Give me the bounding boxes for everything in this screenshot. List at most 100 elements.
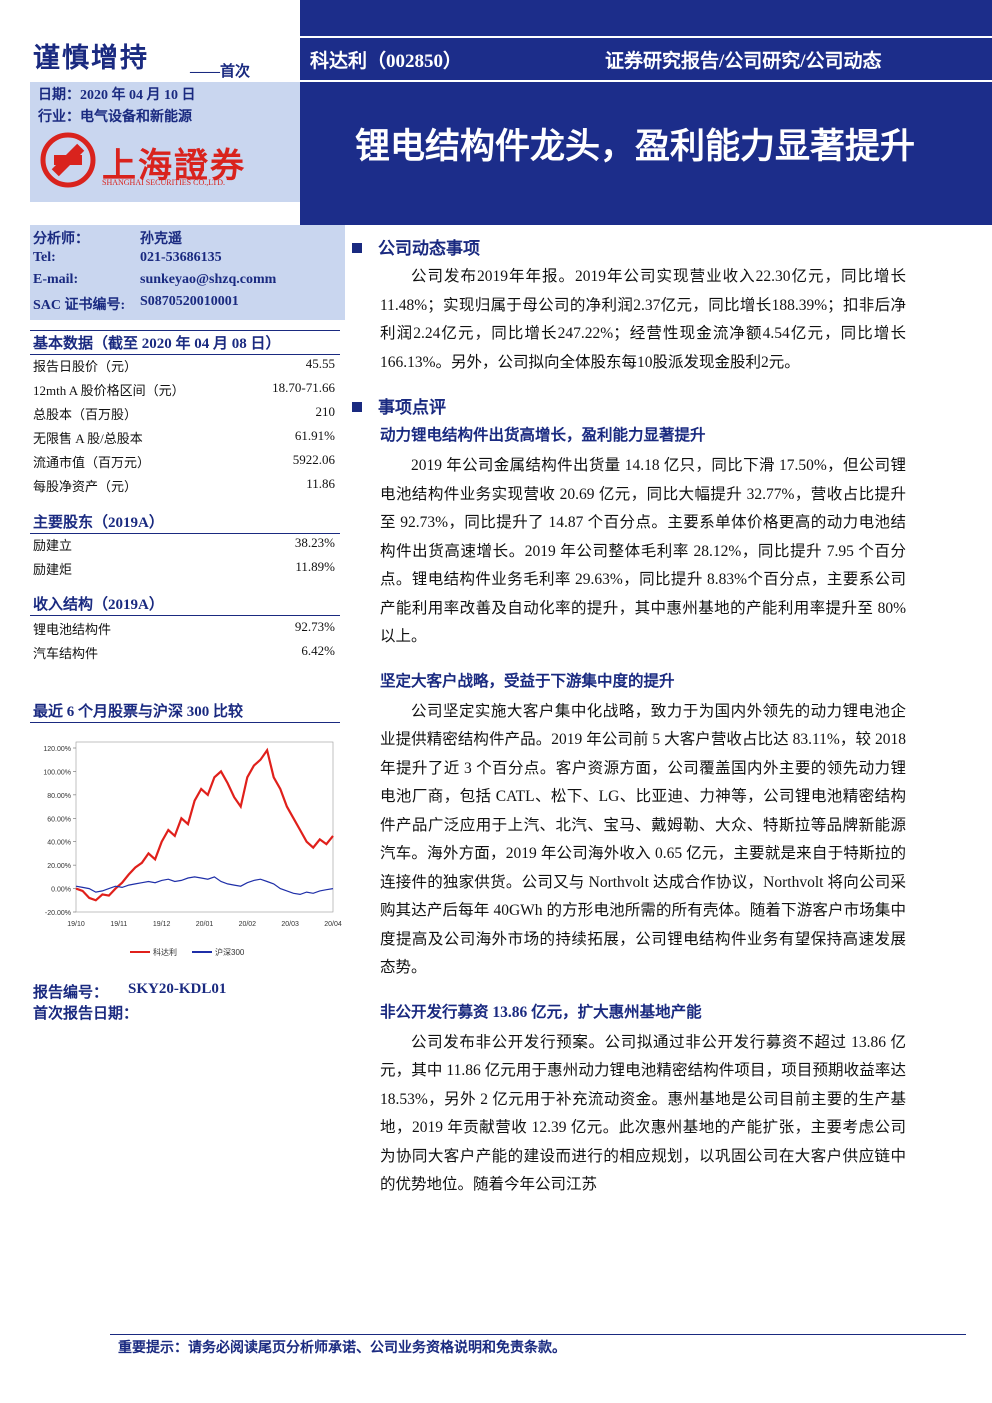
stock-chart: -20.00% 0.00% 20.00% 40.00% 60.00% 80.00% 100.… — [43, 741, 342, 957]
rating: 谨慎增持 — [33, 43, 149, 73]
row-label: 流通市值（百万元） — [33, 455, 151, 470]
analyst-value: 021-53686135 — [140, 250, 222, 265]
row-label: 12mth A 股价格区间（元） — [33, 383, 185, 398]
paragraph: 公司发布非公开发行预案。公司拟通过非公开发行募资不超过 13.86 亿元，其中 … — [380, 1033, 906, 1194]
row-value: 11.89% — [295, 559, 335, 574]
row-value: 18.70-71.66 — [272, 380, 335, 395]
x-tick-label: 19/11 — [110, 921, 127, 928]
stock-name: 科达利（002850） — [310, 51, 463, 72]
shareholders-title: 主要股东（2019A） — [33, 515, 164, 531]
section-heading: 事项点评 — [352, 393, 906, 418]
heading-text: 公司动态事项 — [378, 239, 480, 258]
paragraph: 公司发布2019年年报。2019年公司实现营业收入22.30亿元，同比增长11.… — [380, 268, 906, 371]
report-date: 日期：2020 年 04 月 10 日 — [38, 88, 196, 103]
table-row: 无限售 A 股/总股本 61.91% — [33, 428, 335, 450]
rule — [30, 722, 340, 723]
report-number-label: 报告编号： — [33, 985, 109, 1001]
table-row: 锂电池结构件 92.73% — [33, 619, 335, 641]
band-rule — [300, 80, 992, 82]
y-tick-label: 120.00% — [43, 746, 71, 753]
row-value: 11.86 — [306, 476, 335, 491]
chart-title: 最近 6 个月股票与沪深 300 比较 — [33, 704, 244, 720]
table-row: 报告日股价（元） 45.55 — [33, 356, 335, 378]
x-tick-label: 20/03 — [281, 921, 299, 928]
x-tick-label: 20/01 — [196, 921, 214, 928]
heading-marker — [352, 402, 362, 412]
row-label: 报告日股价（元） — [33, 359, 138, 374]
series-line — [75, 747, 334, 902]
rule — [30, 330, 340, 331]
row-value: 210 — [315, 404, 336, 419]
footer-note: 重要提示：请务必阅读尾页分析师承诺、公司业务资格说明和免责条款。 — [118, 1341, 566, 1356]
rule — [30, 354, 340, 355]
revenue-title: 收入结构（2019A） — [33, 597, 164, 613]
report-type: 证券研究报告/公司研究/公司动态 — [605, 51, 882, 72]
row-label: 励建立 — [33, 538, 73, 553]
analyst-value: S0870520010001 — [140, 294, 239, 309]
table-row: 励建立 38.23% — [33, 535, 335, 557]
x-tick-label: 19/10 — [67, 921, 85, 928]
report-title: 锂电结构件龙头，盈利能力显著提升 — [355, 127, 916, 166]
industry: 行业：电气设备和新能源 — [38, 110, 192, 125]
rule — [30, 533, 340, 534]
plot-frame — [75, 741, 334, 913]
table-row: 总股本（百万股） 210 — [33, 404, 335, 426]
subsection-title: 动力锂电结构件出货高增长，盈利能力显著提升 — [380, 427, 706, 444]
section-heading: 公司动态事项 — [352, 234, 906, 259]
logo-text: 上海證券 — [102, 148, 246, 185]
y-tick-label: 60.00% — [47, 816, 71, 823]
table-row: 每股净资产（元） 11.86 — [33, 476, 335, 498]
table-row: 12mth A 股价格区间（元） 18.70-71.66 — [33, 380, 335, 402]
row-label: 锂电池结构件 — [33, 622, 112, 637]
paragraph: 公司坚定实施大客户集中化战略，致力于为国内外领先的动力锂电池企业提供精密结构件产… — [380, 702, 906, 977]
row-value: 5922.06 — [292, 452, 335, 467]
y-tick-label: 0.00% — [51, 887, 71, 894]
y-tick-label: 20.00% — [47, 863, 71, 870]
row-label: 每股净资产（元） — [33, 479, 138, 494]
row-label: 总股本（百万股） — [33, 407, 138, 422]
y-tick-label: 40.00% — [47, 840, 71, 847]
rating-note: ——首次 — [190, 64, 251, 80]
first-report-date: 首次报告日期： — [33, 1006, 139, 1022]
analyst-value: 孙克遥 — [140, 232, 182, 247]
row-label: 励建炬 — [33, 562, 73, 577]
heading-marker — [352, 243, 362, 253]
x-tick-label: 20/02 — [239, 921, 257, 928]
paragraph: 2019 年公司金属结构件出货量 14.18 亿只，同比下滑 17.50%，但公… — [380, 457, 906, 645]
logo-en: SHANGHAI SECURITIES CO.,LTD. — [102, 178, 226, 187]
x-tick-label: 19/12 — [153, 921, 171, 928]
report-number: SKY20-KDL01 — [128, 981, 227, 997]
analyst-label: E-mail: — [33, 272, 79, 287]
band-rule — [300, 36, 992, 38]
subsection-title: 非公开发行募资 13.86 亿元，扩大惠州基地产能 — [380, 1003, 702, 1021]
footer-rule — [110, 1334, 966, 1335]
analyst-label: Tel: — [33, 250, 56, 265]
x-tick-label: 20/04 — [324, 921, 342, 928]
row-value: 61.91% — [294, 428, 335, 443]
table-row: 流通市值（百万元） 5922.06 — [33, 452, 335, 474]
y-tick-label: 80.00% — [47, 793, 71, 800]
row-label: 汽车结构件 — [33, 646, 99, 661]
y-tick-label: 100.00% — [43, 769, 71, 776]
title-band — [300, 0, 992, 225]
row-value: 38.23% — [294, 535, 335, 550]
main-text: 公司动态事项公司发布2019年年报。2019年公司实现营业收入22.30亿元，同… — [352, 228, 906, 1216]
row-value: 45.55 — [305, 356, 335, 371]
row-value: 92.73% — [294, 619, 335, 634]
table-row: 励建炬 11.89% — [33, 559, 335, 581]
analyst-label: SAC 证书编号: — [33, 298, 126, 313]
analyst-value: sunkeyao@shzq.comm — [140, 272, 277, 287]
row-value: 6.42% — [301, 643, 335, 658]
legend-label: 科达利 — [153, 947, 177, 957]
rule — [30, 615, 340, 616]
analyst-box — [30, 225, 345, 320]
y-tick-label: -20.00% — [45, 910, 71, 917]
table-row: 汽车结构件 6.42% — [33, 643, 335, 665]
series-line — [75, 876, 334, 896]
heading-text: 事项点评 — [378, 398, 446, 417]
legend-label: 沪深300 — [215, 947, 245, 957]
logo-mark — [40, 132, 96, 188]
analyst-label: 分析师： — [33, 232, 89, 247]
row-label: 无限售 A 股/总股本 — [33, 431, 143, 446]
